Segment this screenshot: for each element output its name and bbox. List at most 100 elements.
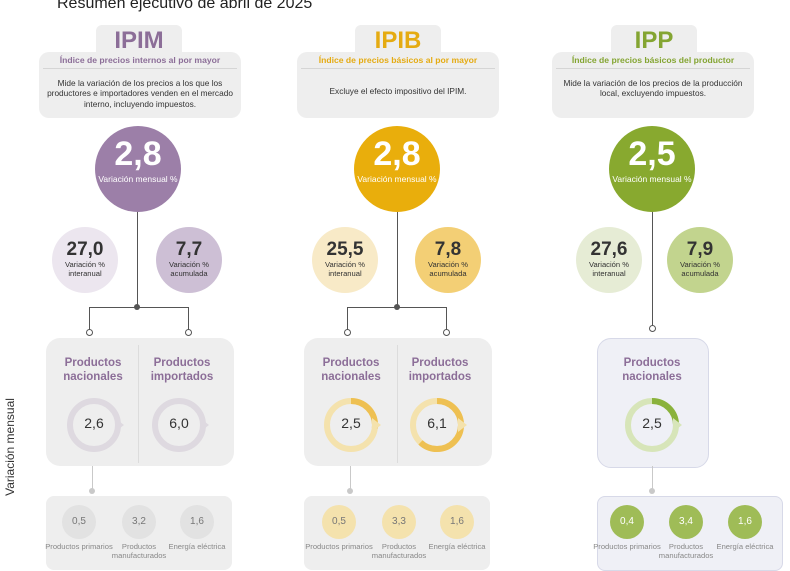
ipim-national-ring (67, 398, 124, 452)
ipim-branch-left (89, 307, 90, 331)
ring-arrow (458, 418, 467, 432)
ipp-breakdown-energy-circle: 1,6 (728, 505, 762, 539)
ipib-info-card: Índice de precios básicos al por mayor E… (297, 52, 499, 118)
ipim-accumulated-circle: 7,7 Variación % acumulada (156, 227, 222, 293)
ipp-divider (556, 68, 750, 69)
ipib-branch-dot-right (443, 329, 450, 336)
ipp-breakdown-manufactured-label: Productos manufacturados (658, 542, 714, 560)
ipib-products-divider (397, 345, 398, 463)
ipp-national-ring (625, 398, 682, 452)
ipp-accumulated-label: Variación % acumulada (680, 260, 720, 278)
ipim-connector (137, 206, 138, 307)
ipim-products-divider (138, 345, 139, 463)
ipib-breakdown-manufactured-label: Productos manufacturados (371, 542, 427, 560)
ipib-breakdown-energy-label: Energía eléctrica (428, 542, 486, 551)
ipim-breakdown-primary-circle: 0,5 (62, 505, 96, 539)
ipp-connector (652, 206, 653, 327)
side-axis-label: Variación mensual (3, 398, 17, 496)
ipib-branch-dot-left (344, 329, 351, 336)
ipim-breakdown-energy-circle: 1,6 (180, 505, 214, 539)
ipib-imported-ring (410, 398, 467, 452)
ipib-product-national-label: Productos nacionales (321, 357, 381, 384)
ipib-connector (397, 206, 398, 307)
ipim-divider (43, 68, 237, 69)
ipib-interannual-label: Variación % interanual (325, 260, 365, 278)
ipim-branch (89, 307, 189, 308)
ipib-monthly-value: 2,8 (373, 135, 421, 173)
ipib-monthly-circle: 2,8 Variación mensual % (354, 126, 440, 212)
ipib-breakdown-energy-circle: 1,6 (440, 505, 474, 539)
ipib-breakdown-primary-label: Productos primarios (305, 542, 373, 551)
ipib-imported-value: 6,1 (427, 415, 447, 431)
ipim-accumulated-value: 7,7 (175, 239, 203, 260)
ipp-info-card: Índice de precios básicos del productor … (552, 52, 754, 118)
ipim-monthly-value: 2,8 (114, 135, 162, 173)
ipim-branch-dot-left (86, 329, 93, 336)
ipib-interannual-circle: 25,5 Variación % interanual (312, 227, 378, 293)
ipp-breakdown-primary-label: Productos primarios (593, 542, 661, 551)
ipib-accumulated-circle: 7,8 Variación % acumulada (415, 227, 481, 293)
ipib-monthly-label: Variación mensual % (357, 174, 437, 184)
ipp-interannual-circle: 27,6 Variación % interanual (576, 227, 642, 293)
ipib-national-ring (324, 398, 381, 452)
ipp-product-national-label: Productos nacionales (622, 357, 682, 384)
ipp-bottom-connector (652, 466, 653, 490)
page-title: Resumen ejecutivo de abril de 2025 (57, 0, 313, 12)
ipim-product-imported-label: Productos importados (150, 357, 214, 384)
ipib-subtitle: Índice de precios básicos al por mayor (318, 55, 478, 65)
ipib-product-imported-label: Productos importados (408, 357, 472, 384)
ipib-national-value: 2,5 (341, 415, 361, 431)
ipib-bottom-dot (347, 488, 353, 494)
ipim-monthly-circle: 2,8 Variación mensual % (95, 126, 181, 212)
ring-arrow (673, 418, 682, 432)
ipib-branch-right (446, 307, 447, 331)
ipib-accumulated-value: 7,8 (434, 239, 462, 260)
ipp-branch-dot (649, 325, 656, 332)
ipp-monthly-circle: 2,5 Variación mensual % (609, 126, 695, 212)
ipim-interannual-value: 27,0 (66, 239, 104, 260)
ipp-monthly-value: 2,5 (628, 135, 676, 173)
ipp-interannual-label: Variación % interanual (589, 260, 629, 278)
ipp-tab-title: IPP (611, 25, 697, 57)
ipp-description: Mide la variación de los precios de la p… (563, 78, 743, 99)
ipp-bottom-dot (649, 488, 655, 494)
ipim-info-card: Índice de precios internos al por mayor … (39, 52, 241, 118)
ipp-monthly-label: Variación mensual % (612, 174, 692, 184)
ipim-accumulated-label: Variación % acumulada (169, 260, 209, 278)
ipim-interannual-circle: 27,0 Variación % interanual (52, 227, 118, 293)
ipim-imported-ring (152, 398, 209, 452)
ipim-branch-dot-right (185, 329, 192, 336)
ipib-description: Excluye el efecto impositivo del IPIM. (329, 86, 467, 96)
ipp-subtitle: Índice de precios básicos del productor (571, 55, 735, 65)
ipim-breakdown-manufactured-label: Productos manufacturados (111, 542, 167, 560)
ipib-breakdown-manufactured-circle: 3,3 (382, 505, 416, 539)
ipim-national-value: 2,6 (84, 415, 104, 431)
ipib-divider (301, 68, 495, 69)
ipp-breakdown-energy-label: Energía eléctrica (716, 542, 774, 551)
ipim-monthly-label: Variación mensual % (98, 174, 178, 184)
ipim-bottom-connector (92, 466, 93, 490)
ipib-branch-left (347, 307, 348, 331)
ring-arrow (372, 418, 381, 432)
ipim-branch-right (188, 307, 189, 331)
ipib-accumulated-label: Variación % acumulada (428, 260, 468, 278)
ipp-national-value: 2,5 (642, 415, 662, 431)
ipim-breakdown-primary-label: Productos primarios (45, 542, 113, 551)
ipib-bottom-connector (350, 466, 351, 490)
ipp-accumulated-value: 7,9 (686, 239, 714, 260)
ipp-breakdown-primary-circle: 0,4 (610, 505, 644, 539)
ipim-bottom-dot (89, 488, 95, 494)
ipib-tab-title: IPIB (355, 25, 441, 57)
ipim-description: Mide la variación de los precios a los q… (47, 78, 233, 109)
ipib-breakdown-primary-circle: 0,5 (322, 505, 356, 539)
ipim-imported-value: 6,0 (169, 415, 189, 431)
ipib-interannual-value: 25,5 (326, 239, 364, 260)
ring-arrow (200, 418, 209, 432)
ipp-accumulated-circle: 7,9 Variación % acumulada (667, 227, 733, 293)
ipim-subtitle: Índice de precios internos al por mayor (59, 55, 221, 65)
ipim-breakdown-energy-label: Energía eléctrica (168, 542, 226, 551)
ipim-breakdown-manufactured-circle: 3,2 (122, 505, 156, 539)
ipib-branch (347, 307, 447, 308)
ipp-breakdown-manufactured-circle: 3,4 (669, 505, 703, 539)
ring-arrow (115, 418, 124, 432)
